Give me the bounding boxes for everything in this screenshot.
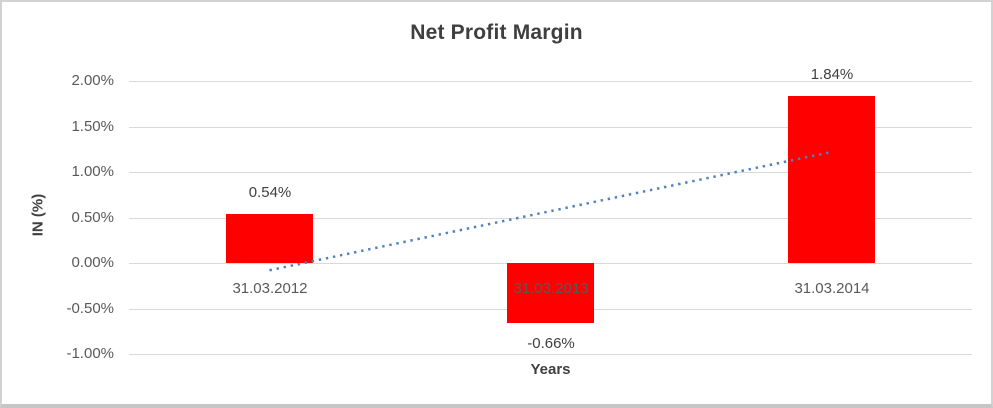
bar-31.03.2013 [507, 263, 594, 323]
x-axis-category-label: 31.03.2013 [513, 280, 589, 297]
bar-31.03.2014 [788, 96, 875, 263]
y-axis-tick-label: 1.50% [71, 118, 114, 135]
trendline-line [269, 150, 832, 272]
y-axis-tick-label: 0.00% [71, 254, 114, 271]
chart-title: Net Profit Margin [410, 21, 583, 44]
bar-data-label: 0.54% [248, 184, 292, 201]
gridline [129, 127, 972, 128]
gridline [129, 354, 972, 355]
x-axis-category-label: 31.03.2012 [232, 280, 308, 297]
y-axis-tick-label: 0.50% [71, 209, 114, 226]
x-axis-category-label: 31.03.2014 [794, 280, 870, 297]
bar-data-label: -0.66% [527, 335, 575, 352]
bar-31.03.2012 [226, 214, 313, 263]
y-axis-tick-label: 1.00% [71, 163, 114, 180]
x-axis-title: Years [530, 361, 571, 378]
y-axis-tick-label: -0.50% [66, 300, 114, 317]
y-axis-tick-label: -1.00% [66, 345, 114, 362]
bar-data-label: 1.84% [810, 66, 854, 83]
gridline [129, 81, 972, 82]
y-axis-tick-label: 2.00% [71, 72, 114, 89]
